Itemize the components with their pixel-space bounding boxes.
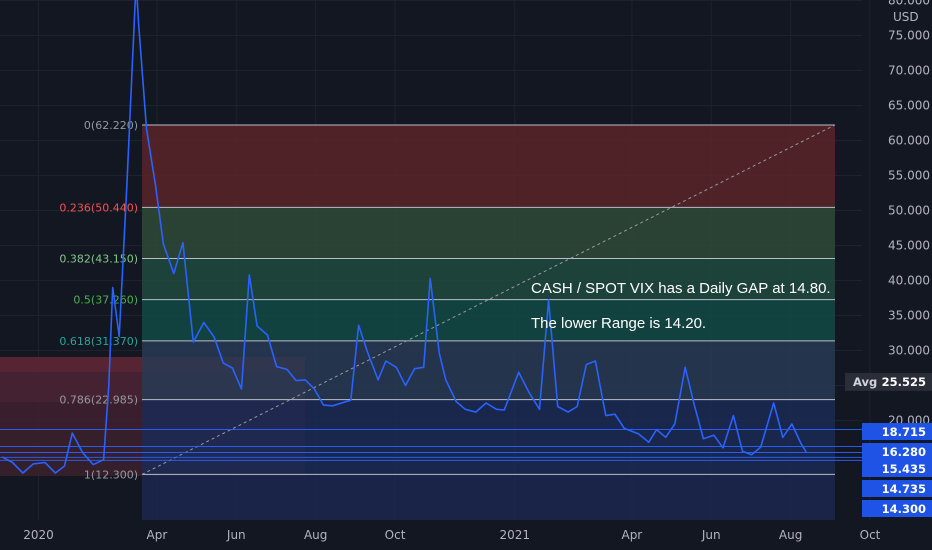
price-badge xyxy=(862,460,932,477)
price-badge-label: 15.435 xyxy=(882,462,926,476)
avg-badge-name: Avg xyxy=(853,375,877,389)
fib-level-label: 0(62.220) xyxy=(84,119,138,132)
x-tick-label: Oct xyxy=(860,528,881,542)
x-tick-label: Jun xyxy=(701,528,721,542)
x-tick-label: 2020 xyxy=(23,528,54,542)
price-badge xyxy=(862,443,932,460)
fib-level-label: 0.5(37.260) xyxy=(73,294,138,307)
y-tick-label: 35.000 xyxy=(888,309,930,323)
vix-price-line xyxy=(1,0,807,474)
x-tick-label: 2021 xyxy=(499,528,530,542)
fib-level-label: 0.382(43.150) xyxy=(59,252,138,265)
fib-zone xyxy=(142,340,835,400)
y-tick-label: 40.000 xyxy=(888,274,930,288)
fib-zone xyxy=(142,207,835,259)
fib-zone xyxy=(142,474,835,520)
x-tick-label: Aug xyxy=(779,528,802,542)
x-tick-label: Apr xyxy=(621,528,642,542)
fib-level-label: 0.236(50.440) xyxy=(59,201,138,214)
y-tick-label: 30.000 xyxy=(888,344,930,358)
y-tick-label: 70.000 xyxy=(888,64,930,78)
y-tick-label: 80.000 xyxy=(888,0,930,8)
fibonacci-retracement[interactable]: 0(62.220) 0.236(50.440) 0.382(43.150) 0.5(3… xyxy=(0,119,862,520)
price-line-layer xyxy=(1,0,807,474)
annotation-gap: CASH / SPOT VIX has a Daily GAP at 14.80… xyxy=(531,280,831,297)
fib-zone xyxy=(142,124,835,208)
price-badge-label: 14.300 xyxy=(882,502,926,516)
fib-level-label: 0.618(31.370) xyxy=(59,335,138,348)
x-tick-label: Apr xyxy=(147,528,168,542)
y-tick-label: 65.000 xyxy=(888,99,930,113)
fib-level-label: 0.786(22.985) xyxy=(59,394,138,407)
y-tick-label: 45.000 xyxy=(888,239,930,253)
price-badge-label: 18.715 xyxy=(882,425,926,439)
avg-badge-value: 25.525 xyxy=(882,375,926,389)
annotation-range: The lower Range is 14.20. xyxy=(531,315,706,332)
fib-zone xyxy=(142,399,835,475)
price-badge xyxy=(862,423,932,440)
price-badge xyxy=(862,480,932,497)
fib-zone xyxy=(142,258,835,300)
price-badge-label: 14.735 xyxy=(882,482,926,496)
price-badge xyxy=(862,500,932,517)
axes: USD 20.00025.00030.00035.00040.00045.000… xyxy=(23,0,932,542)
fib-zone xyxy=(142,299,835,341)
annotation-layer: CASH / SPOT VIX has a Daily GAP at 14.80… xyxy=(531,280,831,332)
x-tick-label: Aug xyxy=(304,528,327,542)
x-tick-label: Oct xyxy=(385,528,406,542)
y-tick-label: 55.000 xyxy=(888,169,930,183)
y-tick-label: 50.000 xyxy=(888,204,930,218)
x-tick-label: Jun xyxy=(226,528,246,542)
fib-level-label: 1(12.300) xyxy=(84,468,138,481)
currency-label: USD xyxy=(893,10,919,24)
price-badge-label: 16.280 xyxy=(882,445,926,459)
y-tick-label: 60.000 xyxy=(888,134,930,148)
y-tick-label: 75.000 xyxy=(888,29,930,43)
avg-badge xyxy=(845,372,932,391)
